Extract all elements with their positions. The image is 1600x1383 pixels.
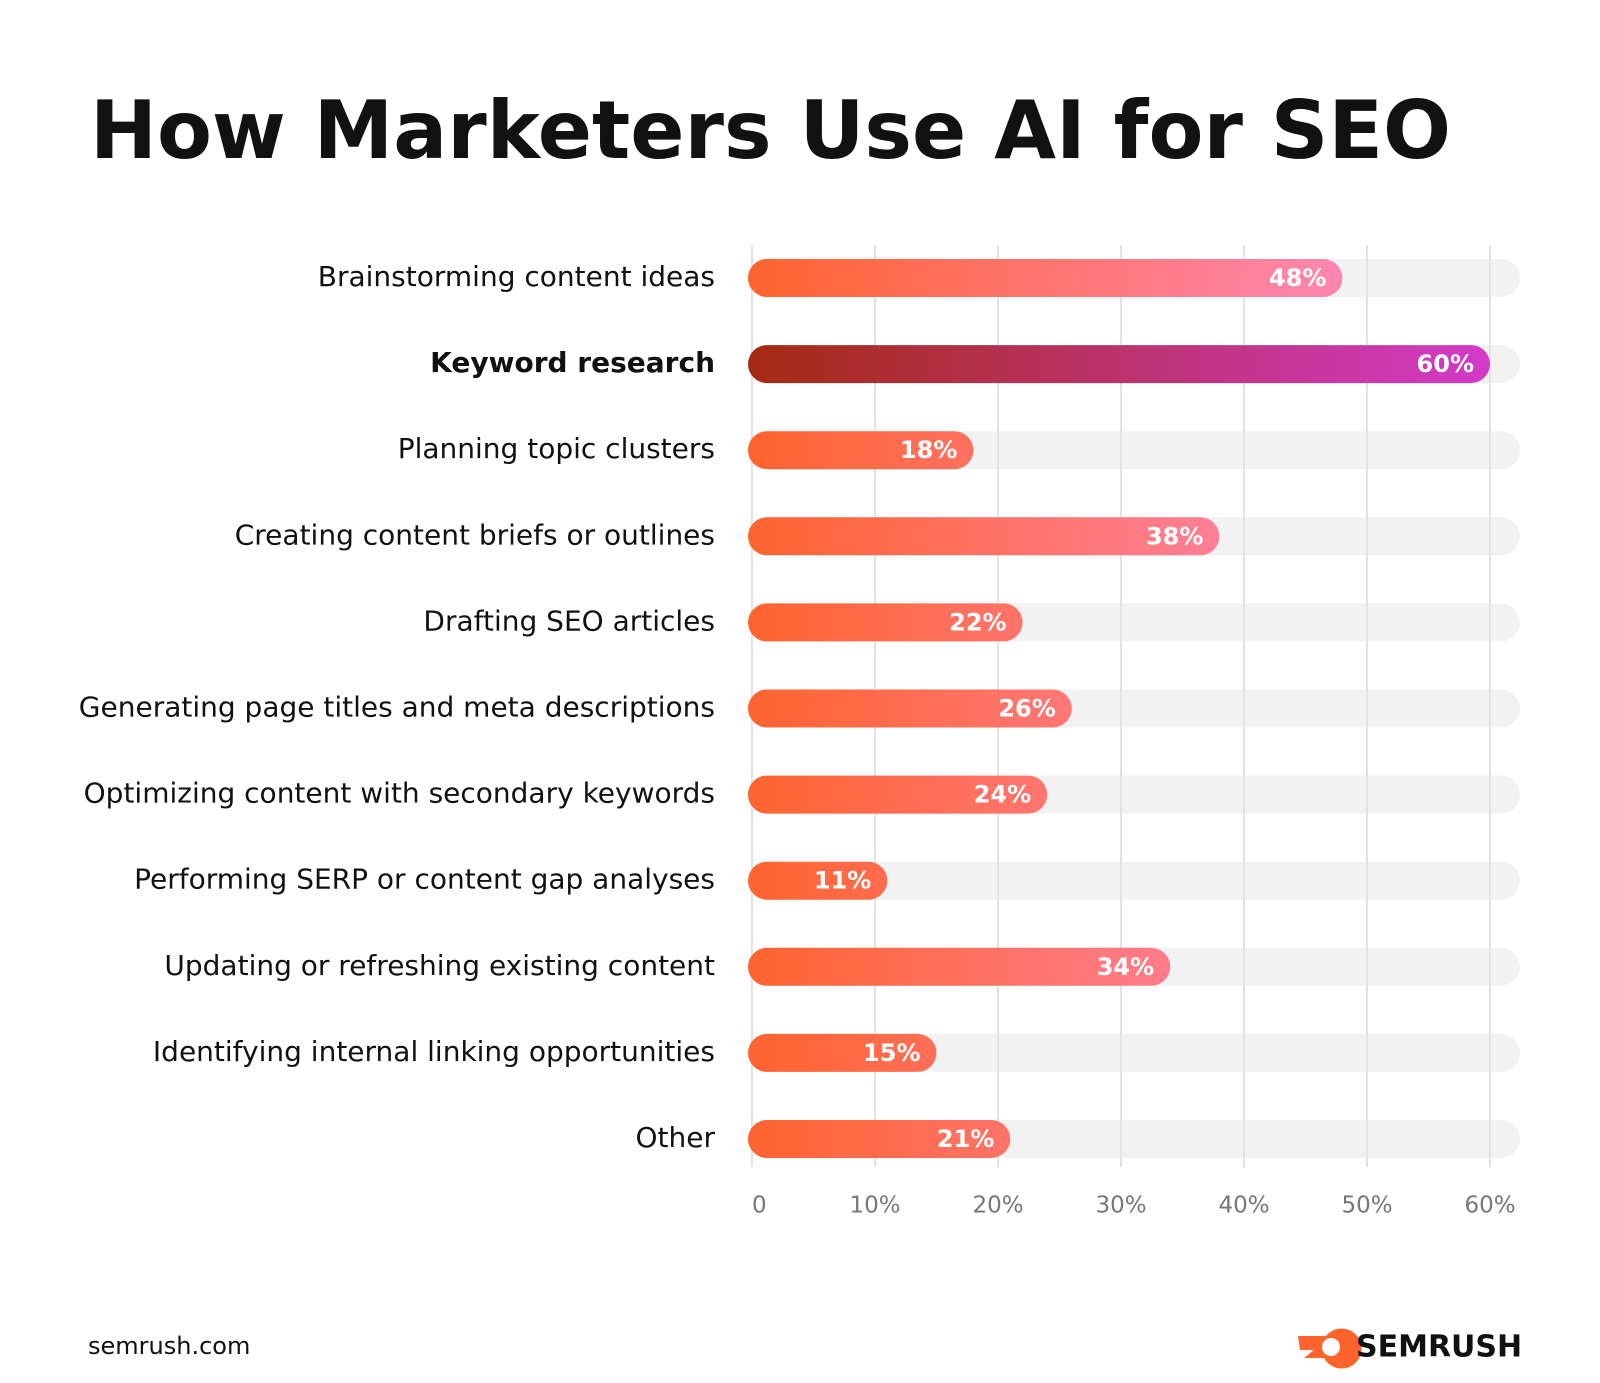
category-label: Keyword research — [430, 346, 715, 379]
x-tick-label: 30% — [1095, 1193, 1146, 1219]
value-label: 60% — [1417, 350, 1474, 378]
value-label: 21% — [937, 1125, 994, 1153]
category-label: Creating content briefs or outlines — [235, 518, 715, 551]
bar — [748, 689, 1072, 728]
bar — [748, 345, 1490, 384]
bar — [748, 259, 1343, 297]
bar — [748, 431, 974, 470]
chart-title: How Marketers Use AI for SEO — [90, 84, 1451, 177]
value-label: 15% — [863, 1039, 920, 1067]
bar — [748, 603, 1023, 642]
x-tick-label: 10% — [849, 1193, 900, 1219]
x-tick-label: 50% — [1341, 1193, 1392, 1219]
category-label: Planning topic clusters — [398, 432, 715, 465]
x-tick-label: 20% — [972, 1193, 1023, 1219]
bar — [748, 1120, 1011, 1158]
category-label: Performing SERP or content gap analyses — [134, 863, 715, 896]
bar — [748, 517, 1220, 556]
bar — [748, 947, 1171, 986]
value-label: 34% — [1097, 953, 1154, 981]
category-label: Drafting SEO articles — [423, 604, 715, 637]
bar — [748, 861, 888, 900]
value-label: 38% — [1146, 522, 1203, 550]
x-tick-label: 0 — [752, 1193, 767, 1219]
bar-track — [748, 1033, 1520, 1072]
value-label: 11% — [814, 867, 871, 895]
category-label: Optimizing content with secondary keywor… — [84, 777, 715, 810]
value-label: 24% — [974, 781, 1031, 809]
bar-track — [748, 861, 1520, 900]
value-label: 18% — [900, 436, 957, 464]
value-label: 22% — [949, 608, 1006, 636]
category-label: Brainstorming content ideas — [318, 260, 715, 293]
source: semrush.com — [88, 1332, 250, 1360]
x-tick-label: 60% — [1464, 1193, 1515, 1219]
value-label: 26% — [998, 695, 1055, 723]
category-label: Updating or refreshing existing content — [164, 949, 715, 982]
category-label: Other — [635, 1121, 715, 1154]
brand-name: SEMRUSH — [1356, 1330, 1522, 1365]
bar — [748, 775, 1048, 814]
bar — [748, 1033, 937, 1072]
x-tick-label: 40% — [1218, 1193, 1269, 1219]
category-label: Identifying internal linking opportuniti… — [153, 1035, 715, 1068]
value-label: 48% — [1269, 264, 1326, 292]
category-label: Generating page titles and meta descript… — [79, 691, 715, 724]
brand-logo: SEMRUSH — [1298, 1328, 1522, 1369]
logo-eye — [1322, 1338, 1340, 1356]
